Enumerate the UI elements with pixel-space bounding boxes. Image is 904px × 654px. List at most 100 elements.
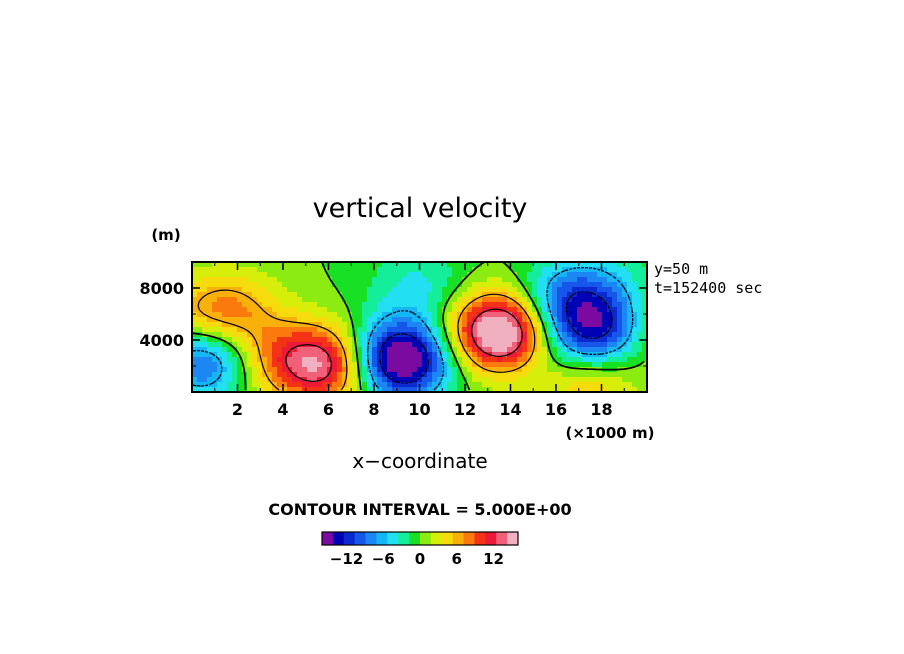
field-cell	[612, 322, 618, 328]
field-cell	[297, 287, 303, 293]
field-cell	[287, 357, 293, 363]
field-cell	[347, 262, 353, 268]
field-cell	[607, 387, 613, 392]
field-cell	[377, 307, 383, 313]
field-cell	[512, 387, 518, 392]
field-cell	[342, 307, 348, 313]
field-cell	[272, 337, 278, 343]
field-cell	[272, 347, 278, 353]
field-cell	[457, 377, 463, 383]
field-cell	[402, 372, 408, 378]
field-cell	[437, 387, 443, 392]
field-cell	[472, 347, 478, 353]
field-cell	[462, 342, 468, 348]
field-cell	[447, 317, 453, 323]
field-cell	[387, 352, 393, 358]
field-cell	[357, 322, 363, 328]
field-cell	[237, 262, 243, 268]
field-cell	[332, 337, 338, 343]
field-cell	[617, 362, 623, 368]
field-cell	[397, 307, 403, 313]
field-cell	[487, 267, 493, 273]
field-cell	[277, 292, 283, 298]
field-cell	[452, 337, 458, 343]
field-cell	[552, 272, 558, 278]
field-cell	[532, 382, 538, 388]
field-cell	[312, 387, 318, 392]
field-cell	[222, 267, 228, 273]
field-cell	[232, 302, 238, 308]
field-cell	[367, 352, 373, 358]
field-cell	[382, 262, 388, 268]
field-cell	[367, 297, 373, 303]
field-cell	[287, 377, 293, 383]
field-cell	[317, 307, 323, 313]
field-cell	[382, 327, 388, 333]
field-cell	[327, 272, 333, 278]
field-cell	[307, 337, 313, 343]
field-cell	[432, 277, 438, 283]
field-cell	[292, 312, 298, 318]
field-cell	[507, 282, 513, 288]
field-cell	[357, 367, 363, 373]
field-cell	[597, 372, 603, 378]
field-cell	[397, 342, 403, 348]
field-cell	[232, 277, 238, 283]
field-cell	[372, 382, 378, 388]
field-cell	[227, 322, 233, 328]
colorbar-swatch	[365, 532, 377, 545]
field-cell	[472, 367, 478, 373]
field-cell	[382, 297, 388, 303]
field-cell	[612, 342, 618, 348]
field-cell	[602, 337, 608, 343]
field-cell	[352, 277, 358, 283]
field-cell	[572, 357, 578, 363]
field-cell	[317, 262, 323, 268]
field-cell	[332, 362, 338, 368]
field-cell	[512, 347, 518, 353]
field-cell	[512, 292, 518, 298]
field-cell	[567, 387, 573, 392]
field-cell	[637, 267, 643, 273]
field-cell	[197, 382, 203, 388]
field-cell	[492, 362, 498, 368]
field-cell	[412, 282, 418, 288]
field-cell	[387, 277, 393, 283]
field-cell	[602, 282, 608, 288]
field-cell	[207, 357, 213, 363]
field-cell	[402, 342, 408, 348]
field-cell	[227, 347, 233, 353]
field-cell	[257, 312, 263, 318]
field-cell	[552, 347, 558, 353]
field-cell	[587, 302, 593, 308]
field-cell	[582, 302, 588, 308]
field-cell	[547, 332, 553, 338]
field-cell	[442, 377, 448, 383]
field-cell	[217, 382, 223, 388]
field-cell	[432, 297, 438, 303]
field-cell	[607, 337, 613, 343]
field-cell	[492, 347, 498, 353]
field-cell	[252, 297, 258, 303]
field-cell	[287, 337, 293, 343]
field-cell	[242, 337, 248, 343]
field-cell	[227, 367, 233, 373]
field-cell	[332, 302, 338, 308]
field-cell	[562, 372, 568, 378]
field-cell	[417, 342, 423, 348]
field-cell	[297, 307, 303, 313]
field-cell	[642, 262, 647, 268]
field-cell	[372, 342, 378, 348]
field-cell	[567, 362, 573, 368]
field-cell	[327, 267, 333, 273]
field-cell	[592, 262, 598, 268]
field-cell	[317, 282, 323, 288]
field-cell	[387, 372, 393, 378]
field-cell	[192, 287, 198, 293]
field-cell	[537, 357, 543, 363]
field-cell	[592, 302, 598, 308]
field-cell	[457, 302, 463, 308]
field-cell	[597, 377, 603, 383]
field-cell	[402, 312, 408, 318]
field-cell	[227, 362, 233, 368]
